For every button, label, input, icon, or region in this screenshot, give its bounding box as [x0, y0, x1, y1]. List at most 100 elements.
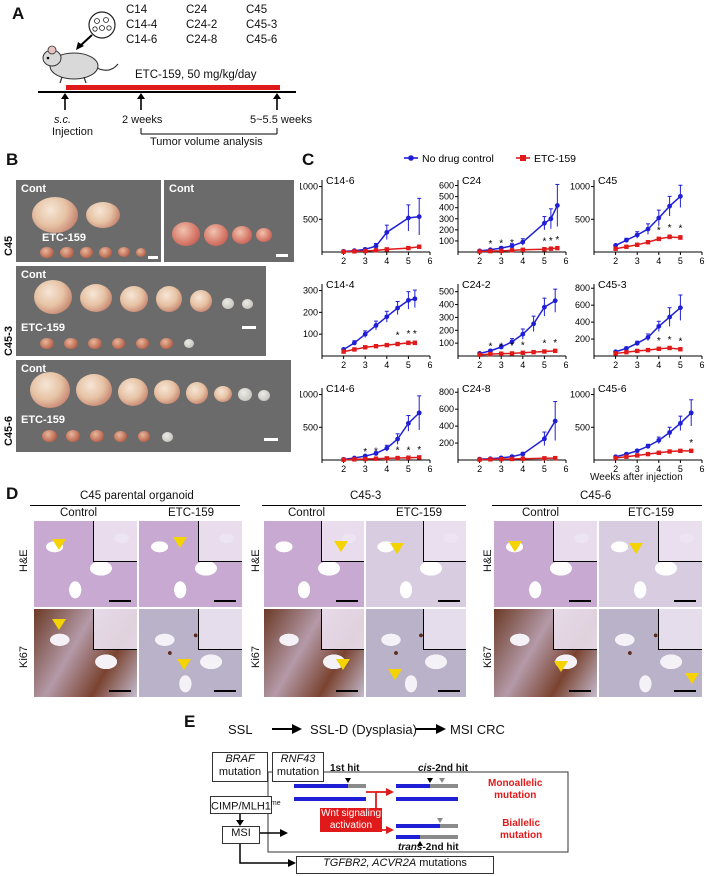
significance-star: *	[657, 336, 661, 347]
two-weeks-label: 2 weeks	[122, 114, 163, 126]
cis-term: cis	[418, 763, 432, 774]
organoid-name: C14	[126, 4, 148, 16]
x-axis-label: Weeks after injection	[590, 472, 683, 483]
tumor-photo-c45-6: Cont ETC-159	[16, 360, 291, 452]
data-point	[667, 203, 672, 209]
x-tick-label: 6	[427, 360, 432, 370]
trans-label: trans-2nd hit	[398, 842, 459, 853]
y-tick-label: 100	[303, 329, 318, 339]
data-point	[417, 455, 422, 460]
histology-image	[264, 609, 364, 697]
msi-box: MSI	[222, 826, 260, 844]
y-tick-label: 500	[303, 422, 318, 432]
data-point	[645, 239, 651, 245]
organoid-name: C24-2	[186, 19, 218, 31]
tumor-photo-c45-3: Cont ETC-159	[16, 266, 266, 356]
x-tick-label: 4	[520, 256, 525, 266]
cimp-label: CIMP/MLH1	[211, 800, 271, 813]
data-point	[548, 246, 554, 251]
y-tick-label: 400	[439, 300, 454, 310]
significance-star: *	[521, 340, 525, 351]
data-point	[656, 323, 662, 329]
data-point	[613, 351, 618, 356]
organoid-name: C24-8	[186, 34, 218, 46]
data-point	[373, 343, 379, 349]
data-point	[678, 420, 683, 426]
significance-star: *	[668, 335, 672, 346]
tumor-photo-c45-b: Cont	[164, 180, 294, 262]
x-tick-label: 4	[656, 256, 661, 266]
row-label-c45-3: C45-3	[3, 326, 15, 356]
x-tick-label: 4	[656, 360, 661, 370]
significance-star: *	[488, 239, 492, 250]
data-point	[499, 456, 504, 462]
data-point	[678, 448, 683, 454]
x-tick-label: 2	[341, 360, 346, 370]
y-tick-label: 500	[303, 214, 318, 224]
significance-star: *	[499, 341, 503, 352]
x-tick-label: 4	[656, 464, 661, 474]
analysis-label: Tumor volume analysis	[150, 136, 263, 148]
tumor-photo-c45-a: Cont ETC-159	[16, 180, 161, 262]
x-tick-label: 4	[384, 464, 389, 474]
chart-title: C24	[462, 175, 481, 187]
group-underline	[30, 505, 240, 506]
organoid-name: C14-4	[126, 19, 158, 31]
x-tick-label: 6	[699, 256, 704, 266]
y-tick-label: 600	[439, 181, 454, 191]
timeline-axis	[38, 91, 296, 93]
x-tick-label: 2	[341, 464, 346, 474]
data-point	[678, 305, 683, 311]
arrow-icon	[76, 34, 93, 50]
data-point	[406, 297, 411, 303]
significance-star: *	[406, 445, 410, 456]
y-tick-label: 800	[439, 387, 454, 397]
biallelic-label: Biallelic mutation	[500, 818, 542, 842]
significance-star: *	[678, 224, 682, 235]
data-point	[477, 249, 482, 254]
significance-star: *	[510, 341, 514, 352]
x-tick-label: 6	[427, 464, 432, 474]
group-title: C45-3	[350, 490, 382, 502]
group-title: C45 parental organoid	[80, 490, 194, 502]
x-tick-label: 5	[406, 360, 411, 370]
row-label-c45: C45	[3, 235, 15, 256]
data-point	[548, 216, 554, 222]
data-point	[352, 249, 357, 254]
row-label-he: H&E	[18, 549, 30, 572]
y-tick-label: 600	[575, 300, 590, 310]
data-point	[656, 215, 662, 221]
chart-title: C45-6	[598, 383, 627, 395]
significance-star: *	[689, 438, 693, 449]
data-point	[656, 450, 661, 455]
data-point	[613, 246, 618, 251]
data-point	[406, 420, 411, 426]
histology-image	[494, 521, 597, 607]
data-point	[384, 445, 390, 451]
data-point	[412, 340, 418, 346]
data-point	[624, 237, 629, 243]
data-point	[667, 314, 672, 320]
data-point	[488, 248, 493, 254]
x-tick-label: 2	[477, 256, 482, 266]
data-point	[531, 321, 536, 327]
organoid-list: C14 C14-4 C14-6 C24 C24-2 C24-8 C45 C45-…	[126, 3, 296, 53]
data-point	[520, 247, 525, 252]
row-label-ki67: Ki67	[482, 645, 494, 668]
mono-line1: Monoallelic	[488, 778, 543, 789]
data-point	[667, 430, 672, 435]
drug-label: ETC-159	[21, 414, 66, 426]
panel-b-letter: B	[6, 150, 19, 169]
histology-image	[366, 609, 466, 697]
y-tick-label: 1000	[300, 182, 318, 192]
y-tick-label: 400	[575, 317, 590, 327]
y-tick-label: 1000	[570, 390, 590, 400]
x-tick-label: 2	[477, 360, 482, 370]
data-point	[520, 451, 526, 457]
arrow-icon	[137, 93, 145, 110]
chart-title: C24-2	[462, 279, 491, 291]
data-point	[688, 410, 694, 416]
tgfbr2-box: TGFBR2, ACVR2A mutations	[296, 856, 494, 874]
data-point	[645, 347, 651, 353]
arrow-icon	[272, 724, 302, 734]
